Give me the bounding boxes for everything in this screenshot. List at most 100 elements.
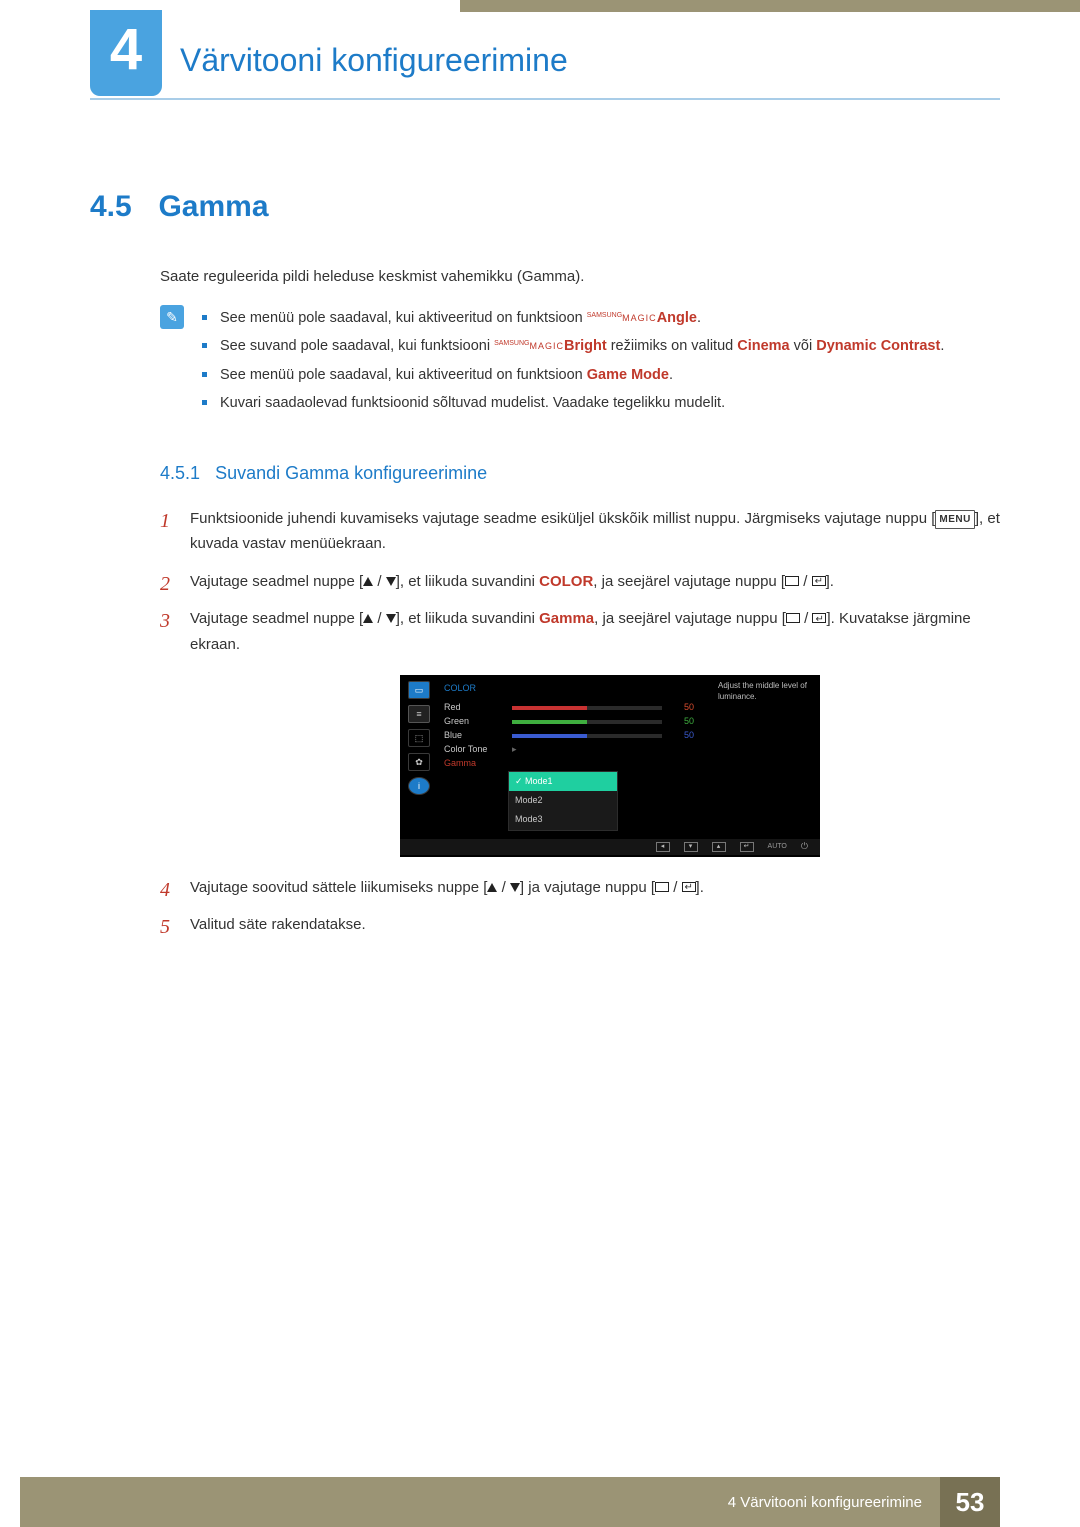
- up-arrow-icon: [363, 614, 373, 623]
- osd-slider: [512, 720, 662, 724]
- step-number: 4: [160, 873, 170, 907]
- subsection-heading: 4.5.1 Suvandi Gamma konfigureerimine: [160, 463, 1000, 484]
- up-arrow-icon: [487, 883, 497, 892]
- subsection-number: 4.5.1: [160, 463, 200, 483]
- osd-value: 50: [670, 700, 694, 715]
- down-arrow-icon: [386, 577, 396, 586]
- page-number: 53: [940, 1477, 1000, 1527]
- osd-power-icon: ⏻: [801, 839, 808, 854]
- osd-row-gamma: Gamma: [444, 757, 814, 771]
- section-number: 4.5: [90, 190, 154, 224]
- osd-value: 50: [670, 714, 694, 729]
- step-item: 2 Vajutage seadmel nuppe [ / ], et liiku…: [160, 569, 1000, 595]
- magic-brand: SAMSUNGMAGIC: [587, 313, 657, 323]
- page-header: 4 Värvitooni konfigureerimine: [0, 0, 1080, 140]
- osd-dropdown-item-selected: ✓ Mode1: [509, 772, 617, 791]
- subsection-title: Suvandi Gamma konfigureerimine: [215, 463, 487, 483]
- note-list: See menüü pole saadaval, kui aktiveeritu…: [202, 307, 944, 421]
- note-highlight: Game Mode: [587, 367, 669, 383]
- note-icon: ✎: [160, 305, 184, 329]
- step-text: ], et liikuda suvandini: [396, 573, 539, 590]
- osd-row-red: Red 50: [444, 701, 814, 715]
- magic-brand: SAMSUNGMAGIC: [494, 341, 564, 351]
- page-footer: 4 Värvitooni konfigureerimine 53: [0, 1477, 1080, 1527]
- osd-hint: Adjust the middle level of luminance.: [718, 681, 814, 702]
- osd-tab-info-icon: i: [408, 777, 430, 795]
- enter-icon: [812, 613, 826, 623]
- step-text: ].: [826, 573, 834, 590]
- osd-value: 50: [670, 728, 694, 743]
- note-text: See menüü pole saadaval, kui aktiveeritu…: [220, 367, 587, 383]
- header-rule: [90, 98, 1000, 100]
- step-highlight: COLOR: [539, 573, 593, 590]
- osd-nav-down-icon: ▾: [684, 842, 698, 852]
- note-item: See menüü pole saadaval, kui aktiveeritu…: [202, 307, 944, 329]
- chapter-title: Värvitooni konfigureerimine: [180, 42, 568, 79]
- osd-row-blue: Blue 50: [444, 729, 814, 743]
- note-text: See menüü pole saadaval, kui aktiveeritu…: [220, 310, 587, 326]
- osd-dropdown-item: Mode2: [509, 791, 617, 810]
- osd-screenshot: ▭ ≡ ⬚ ✿ i COLOR Red 50 Green: [400, 675, 820, 856]
- osd-tab-size-icon: ⬚: [408, 729, 430, 747]
- step-text: Funktsioonide juhendi kuvamiseks vajutag…: [190, 510, 935, 527]
- steps-list: 1 Funktsioonide juhendi kuvamiseks vajut…: [160, 506, 1000, 938]
- up-arrow-icon: [363, 577, 373, 586]
- menu-button-label: MENU: [935, 510, 974, 529]
- note-item: Kuvari saadaolevad funktsioonid sõltuvad…: [202, 392, 944, 414]
- source-icon: [786, 613, 800, 623]
- step-text: Vajutage seadmel nuppe [: [190, 610, 363, 627]
- step-item: 5 Valitud säte rakendatakse.: [160, 912, 1000, 938]
- osd-dropdown: ✓ Mode1 Mode2 Mode3: [508, 771, 618, 831]
- step-item: 4 Vajutage soovitud sättele liikumiseks …: [160, 875, 1000, 901]
- osd-nav-left-icon: ◂: [656, 842, 670, 852]
- footer-spacer: [1000, 1477, 1080, 1527]
- osd-dropdown-item: Mode3: [509, 810, 617, 829]
- down-arrow-icon: [386, 614, 396, 623]
- osd-row-green: Green 50: [444, 715, 814, 729]
- osd-slider-fill: [512, 706, 587, 710]
- section-intro: Saate reguleerida pildi heleduse keskmis…: [160, 268, 1000, 285]
- step-text: , ja seejärel vajutage nuppu [: [593, 573, 785, 590]
- note-highlight: Cinema: [737, 338, 789, 354]
- step-text: ], et liikuda suvandini: [396, 610, 539, 627]
- osd-tab-color-icon: ≡: [408, 705, 430, 723]
- step-item: 1 Funktsioonide juhendi kuvamiseks vajut…: [160, 506, 1000, 557]
- step-number: 2: [160, 567, 170, 601]
- step-highlight: Gamma: [539, 610, 594, 627]
- note-item: See suvand pole saadaval, kui funktsioon…: [202, 335, 944, 357]
- step-text: , ja seejärel vajutage nuppu [: [594, 610, 786, 627]
- osd-label-selected: Gamma: [444, 756, 504, 771]
- osd-tab-picture-icon: ▭: [408, 681, 430, 699]
- osd-slider: [512, 706, 662, 710]
- osd-nav-up-icon: ▴: [712, 842, 726, 852]
- step-number: 3: [160, 604, 170, 638]
- source-icon: [785, 576, 799, 586]
- enter-icon: [682, 882, 696, 892]
- osd-label: Color Tone: [444, 742, 504, 757]
- footer-text: 4 Värvitooni konfigureerimine: [20, 1477, 940, 1527]
- note-highlight: Dynamic Contrast: [816, 338, 940, 354]
- step-item: 3 Vajutage seadmel nuppe [ / ], et liiku…: [160, 606, 1000, 856]
- enter-icon: [812, 576, 826, 586]
- note-highlight: Bright: [564, 338, 607, 354]
- osd-auto-label: AUTO: [768, 841, 787, 853]
- osd-slider-fill: [512, 720, 587, 724]
- note-item: See menüü pole saadaval, kui aktiveeritu…: [202, 364, 944, 386]
- osd-label: Blue: [444, 728, 504, 743]
- osd-label: Red: [444, 700, 504, 715]
- section-title: Gamma: [158, 190, 268, 223]
- step-text: ].: [696, 879, 704, 896]
- source-icon: [655, 882, 669, 892]
- step-text: ] ja vajutage nuppu [: [520, 879, 655, 896]
- osd-nav-enter-icon: ↵: [740, 842, 754, 852]
- step-number: 5: [160, 910, 170, 944]
- osd-sidebar: ▭ ≡ ⬚ ✿ i: [404, 681, 434, 795]
- step-text: Valitud säte rakendatakse.: [190, 916, 366, 933]
- section-heading: 4.5 Gamma: [90, 190, 1000, 224]
- osd-slider-fill: [512, 734, 587, 738]
- step-number: 1: [160, 504, 170, 538]
- step-text: Vajutage seadmel nuppe [: [190, 573, 363, 590]
- main-content: 4.5 Gamma Saate reguleerida pildi heledu…: [90, 190, 1000, 950]
- down-arrow-icon: [510, 883, 520, 892]
- step-text: Vajutage soovitud sättele liikumiseks nu…: [190, 879, 487, 896]
